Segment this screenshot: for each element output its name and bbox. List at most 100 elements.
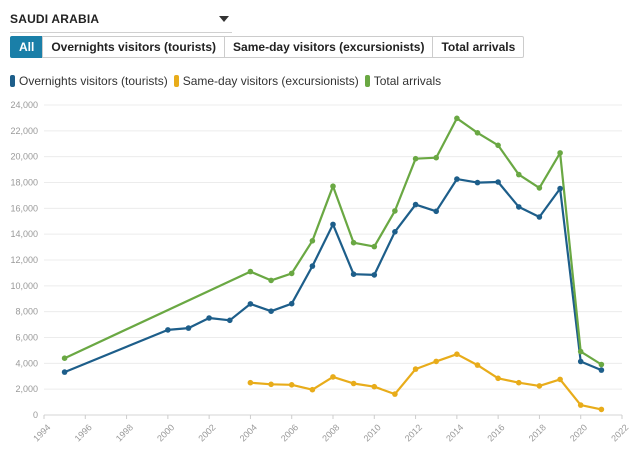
data-point-overnights[interactable] (309, 263, 316, 269)
data-point-total[interactable] (433, 154, 440, 161)
chevron-down-icon[interactable] (219, 16, 229, 22)
y-tick-label: 2,000 (15, 384, 38, 394)
data-point-same_day[interactable] (392, 391, 398, 397)
data-point-overnights[interactable] (557, 185, 563, 192)
y-tick-label: 12,000 (10, 255, 38, 265)
tab-all[interactable]: All (10, 36, 44, 58)
x-tick-label: 2010 (362, 422, 383, 443)
data-point-overnights[interactable] (61, 369, 68, 375)
series-line-total[interactable] (64, 117, 602, 366)
series-lines (64, 117, 602, 411)
data-point-same_day[interactable] (495, 375, 501, 382)
data-point-total[interactable] (412, 155, 419, 162)
series-filter-tabs: All Overnights visitors (tourists) Same-… (10, 36, 525, 58)
data-point-overnights[interactable] (495, 179, 501, 185)
legend-label-overnights: Overnights visitors (tourists) (19, 74, 168, 88)
x-tick-label: 2012 (403, 422, 424, 443)
x-tick-label: 2016 (485, 422, 506, 443)
legend-swatch-same-day (173, 75, 179, 87)
data-point-same_day[interactable] (433, 358, 440, 365)
data-point-total[interactable] (536, 185, 543, 191)
data-point-total[interactable] (392, 208, 398, 214)
data-point-overnights[interactable] (392, 229, 398, 235)
data-point-same_day[interactable] (247, 379, 254, 386)
data-point-same_day[interactable] (577, 402, 584, 408)
x-tick-label: 2004 (238, 422, 259, 443)
x-tick-label: 2006 (279, 422, 300, 443)
data-point-overnights[interactable] (350, 271, 357, 278)
data-point-same_day[interactable] (330, 374, 336, 380)
chart-gridlines (44, 104, 622, 416)
data-point-total[interactable] (371, 243, 378, 250)
data-point-same_day[interactable] (268, 381, 274, 388)
data-point-overnights[interactable] (433, 208, 440, 215)
legend-item-total[interactable]: Total arrivals (364, 74, 441, 88)
tab-overnights[interactable]: Overnights visitors (tourists) (42, 36, 226, 58)
data-point-overnights[interactable] (330, 221, 336, 228)
y-axis: 0 2,000 4,000 6,000 8,000 10,000 12,000 14,000 1… (10, 100, 38, 420)
y-tick-label: 10,000 (10, 281, 38, 291)
data-point-total[interactable] (516, 171, 522, 178)
y-tick-label: 6,000 (15, 333, 38, 343)
data-point-overnights[interactable] (185, 325, 192, 331)
data-point-same_day[interactable] (288, 382, 295, 388)
data-point-same_day[interactable] (536, 383, 543, 389)
y-tick-label: 14,000 (10, 229, 38, 239)
legend-label-same-day: Same-day visitors (excursionists) (182, 74, 359, 88)
country-select-value: SAUDI ARABIA (10, 12, 100, 26)
data-point-overnights[interactable] (288, 300, 295, 307)
legend-item-same-day[interactable]: Same-day visitors (excursionists) (173, 74, 359, 88)
y-tick-label: 24,000 (10, 100, 38, 110)
data-point-same_day[interactable] (598, 406, 605, 413)
data-point-total[interactable] (495, 142, 501, 149)
data-point-total[interactable] (598, 361, 605, 368)
tab-total-arrivals[interactable]: Total arrivals (432, 36, 525, 58)
data-point-same_day[interactable] (350, 380, 357, 387)
x-tick-label: 2000 (155, 422, 176, 443)
data-point-total[interactable] (474, 130, 481, 136)
data-point-total[interactable] (61, 355, 68, 362)
data-point-overnights[interactable] (474, 179, 481, 186)
y-tick-label: 18,000 (10, 178, 38, 188)
data-point-overnights[interactable] (454, 176, 460, 182)
data-point-same_day[interactable] (474, 362, 481, 368)
data-point-same_day[interactable] (557, 376, 563, 383)
data-point-total[interactable] (557, 150, 563, 156)
series-points (61, 115, 605, 413)
data-point-same_day[interactable] (516, 379, 522, 386)
data-point-total[interactable] (577, 348, 584, 355)
data-point-overnights[interactable] (165, 327, 171, 333)
data-point-overnights[interactable] (536, 214, 543, 220)
x-tick-label: 1998 (114, 422, 135, 443)
data-point-total[interactable] (330, 183, 336, 189)
data-point-overnights[interactable] (227, 317, 233, 324)
legend-item-overnights[interactable]: Overnights visitors (tourists) (10, 74, 168, 88)
data-point-same_day[interactable] (371, 383, 378, 390)
series-line-same_day[interactable] (250, 353, 602, 411)
data-point-total[interactable] (268, 277, 274, 284)
data-point-same_day[interactable] (412, 366, 419, 372)
chart-legend: Overnights visitors (tourists) Same-day … (10, 74, 447, 88)
data-point-total[interactable] (288, 270, 295, 277)
data-point-overnights[interactable] (206, 315, 212, 321)
x-tick-label: 2018 (527, 422, 548, 443)
data-point-overnights[interactable] (412, 201, 419, 208)
data-point-total[interactable] (247, 268, 254, 275)
data-point-overnights[interactable] (371, 272, 378, 278)
data-point-total[interactable] (309, 238, 316, 244)
country-select[interactable]: SAUDI ARABIA (10, 6, 232, 33)
legend-swatch-total (364, 75, 370, 87)
data-point-overnights[interactable] (598, 367, 605, 373)
data-point-overnights[interactable] (268, 308, 274, 315)
data-point-total[interactable] (350, 239, 357, 246)
data-point-overnights[interactable] (516, 204, 522, 210)
tab-same-day[interactable]: Same-day visitors (excursionists) (224, 36, 434, 58)
data-point-total[interactable] (454, 115, 460, 122)
data-point-same_day[interactable] (454, 351, 460, 358)
data-point-overnights[interactable] (577, 358, 584, 365)
data-point-same_day[interactable] (309, 386, 316, 393)
x-tick-label: 2022 (609, 422, 630, 443)
x-tick-label: 1996 (73, 422, 94, 443)
data-point-overnights[interactable] (247, 301, 254, 307)
